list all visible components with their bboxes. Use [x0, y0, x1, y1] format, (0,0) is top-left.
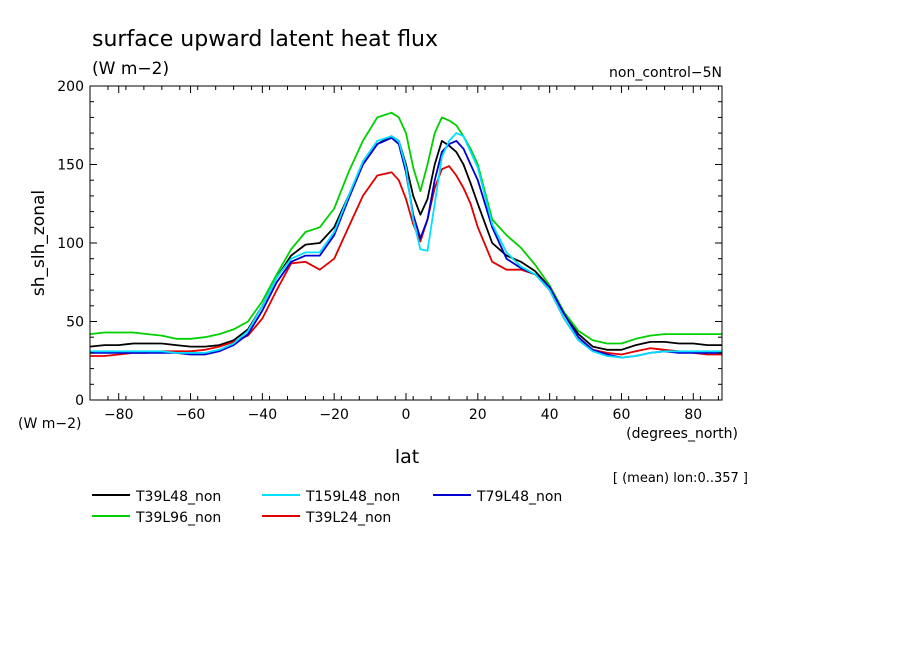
series-line-T39L48_non — [90, 135, 722, 351]
x-tick-label: 0 — [402, 407, 411, 423]
legend: T39L48_non T39L96_non T159L48_non T39L24_no… — [92, 489, 562, 526]
x-tick-label: 40 — [541, 407, 559, 423]
footnote: [ (mean) lon:0..357 ] — [613, 471, 748, 486]
y-tick-label: 50 — [66, 315, 84, 331]
legend-label: T159L48_non — [305, 489, 400, 505]
y-axis: 0 50 100 150 200 — [57, 79, 722, 409]
plot-area: −80 −60 −40 −20 0 20 40 60 80 0 50 100 150 200 — [57, 79, 723, 423]
chart-subtitle: (W m−2) — [92, 59, 169, 79]
legend-item-T39L48_non: T39L48_non — [92, 489, 221, 505]
x-tick-label: −60 — [176, 407, 206, 423]
series-line-T79L48_non — [90, 136, 722, 359]
y-axis-label: sh_slh_zonal — [29, 190, 49, 296]
x-axis: −80 −60 −40 −20 0 20 40 60 80 — [104, 86, 702, 423]
legend-label: T39L24_non — [305, 510, 391, 526]
legend-label: T79L48_non — [476, 489, 562, 505]
x-tick-label: 80 — [684, 407, 702, 423]
x-axis-label: lat — [395, 446, 419, 468]
x-unit-label: (degrees_north) — [626, 426, 738, 442]
legend-item-T159L48_non: T159L48_non — [262, 489, 400, 505]
y-tick-label: 150 — [57, 158, 84, 174]
legend-item-T39L96_non: T39L96_non — [92, 510, 221, 526]
y-unit-label: (W m−2) — [18, 416, 82, 432]
legend-item-T39L24_non: T39L24_non — [262, 510, 391, 526]
y-tick-label: 200 — [57, 79, 84, 95]
y-tick-label: 100 — [57, 236, 84, 252]
x-tick-label: −20 — [319, 407, 349, 423]
x-tick-label: −40 — [248, 407, 278, 423]
x-tick-label: 60 — [613, 407, 631, 423]
chart-title: surface upward latent heat flux — [92, 27, 438, 52]
legend-label: T39L48_non — [135, 489, 221, 505]
x-tick-label: 20 — [469, 407, 487, 423]
legend-item-T79L48_non: T79L48_non — [433, 489, 562, 505]
x-tick-label: −80 — [104, 407, 134, 423]
legend-label: T39L96_non — [135, 510, 221, 526]
series-line-T39L24_non — [90, 165, 722, 357]
run-label: non_control−5N — [609, 65, 722, 81]
y-tick-label: 0 — [75, 393, 84, 409]
series-line-T39L96_non — [90, 111, 722, 345]
series-line-T159L48_non — [90, 132, 722, 359]
